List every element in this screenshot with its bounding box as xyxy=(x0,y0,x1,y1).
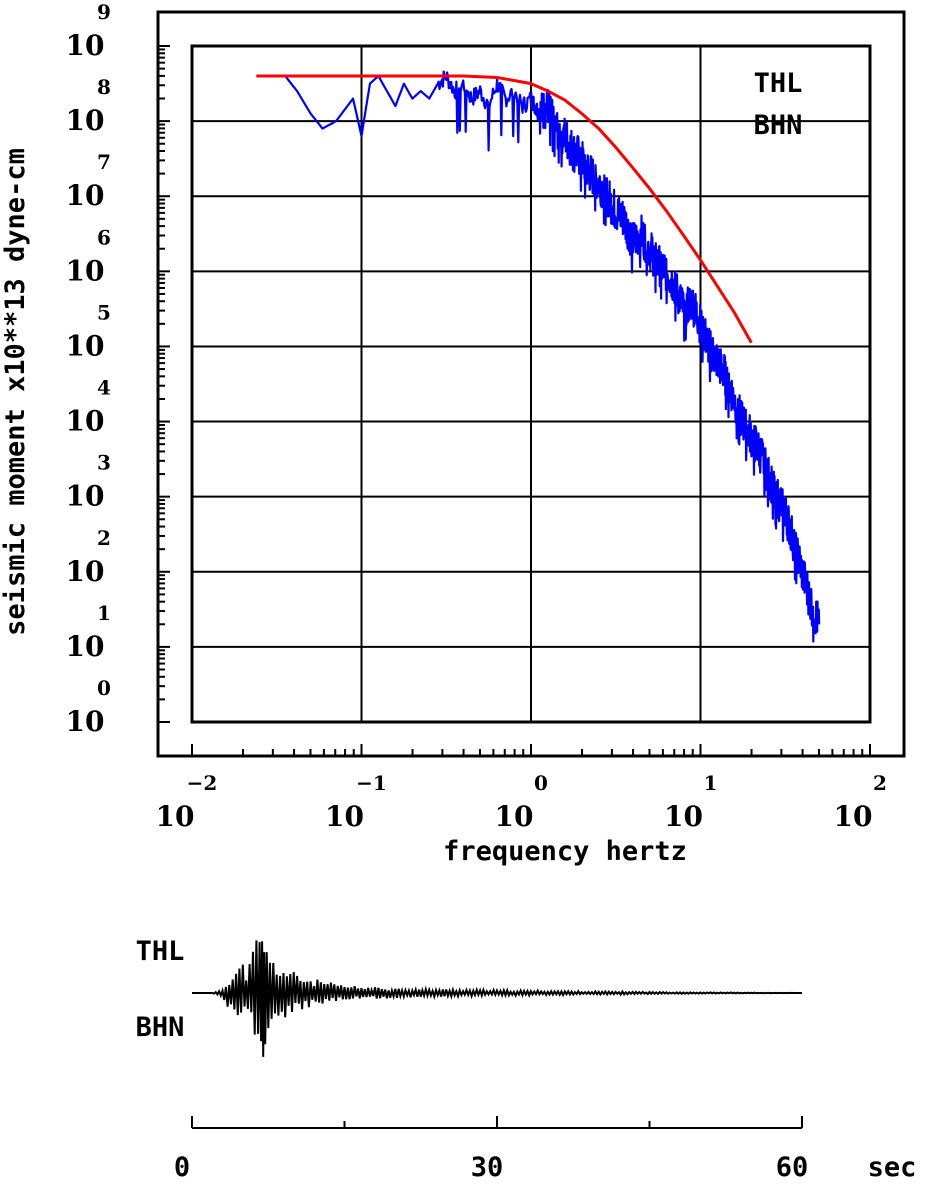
y-tick-exponent: 8 xyxy=(97,75,111,99)
x-tick-exponent: −2 xyxy=(187,771,218,795)
x-tick-base: 10 xyxy=(156,800,195,833)
x-tick-exponent: 1 xyxy=(704,771,718,795)
y-tick-exponent: 9 xyxy=(97,0,111,24)
time-axis-labels: 0 30 60 xyxy=(174,1152,808,1183)
y-tick-base: 10 xyxy=(66,29,105,62)
station-label: THL xyxy=(754,68,803,99)
x-tick-base: 10 xyxy=(495,800,534,833)
y-tick-base: 10 xyxy=(66,179,105,212)
y-tick-base: 10 xyxy=(66,405,105,438)
y-tick-base: 10 xyxy=(66,480,105,513)
y-tick-base: 10 xyxy=(66,630,105,663)
y-tick-exponent: 5 xyxy=(97,300,111,324)
seismogram-trace xyxy=(192,940,802,1057)
y-tick-base: 10 xyxy=(66,104,105,137)
seismogram-station-label: THL xyxy=(136,936,185,967)
y-tick-exponent: 2 xyxy=(97,526,111,550)
axis-ticks xyxy=(158,45,871,756)
y-tick-base: 10 xyxy=(66,705,105,738)
y-tick-base: 10 xyxy=(66,329,105,362)
time-tick-label: 60 xyxy=(776,1152,809,1183)
x-tick-exponent: −1 xyxy=(356,771,387,795)
y-tick-exponent: 1 xyxy=(97,601,111,625)
y-tick-base: 10 xyxy=(66,254,105,287)
model-fit-line xyxy=(256,74,753,344)
channel-label: BHN xyxy=(754,110,803,141)
x-tick-base: 10 xyxy=(834,800,873,833)
y-tick-exponent: 0 xyxy=(97,676,111,700)
grid-lines xyxy=(192,46,870,722)
y-tick-exponent: 7 xyxy=(97,150,111,174)
x-tick-exponent: 0 xyxy=(534,771,548,795)
x-tick-exponent: 2 xyxy=(873,771,887,795)
x-tick-base: 10 xyxy=(664,800,703,833)
time-tick-label: 0 xyxy=(174,1152,190,1183)
y-tick-labels: 10 0 10 1 10 2 10 3 10 4 10 5 10 6 10 7 10 8 10 9 xyxy=(66,0,112,738)
observed-spectrum-line xyxy=(256,70,821,643)
y-tick-exponent: 3 xyxy=(97,451,111,475)
seismogram-channel-label: BHN xyxy=(136,1012,185,1043)
y-tick-exponent: 6 xyxy=(97,225,111,249)
y-tick-exponent: 4 xyxy=(97,376,111,400)
time-axis-ticks xyxy=(191,1116,803,1128)
time-unit-label: sec xyxy=(868,1152,917,1183)
x-axis-label: frequency hertz xyxy=(443,836,687,867)
y-tick-base: 10 xyxy=(66,555,105,588)
time-tick-label: 30 xyxy=(471,1152,504,1183)
y-axis-label: seismic moment x10**13 dyne-cm xyxy=(0,148,31,636)
x-tick-base: 10 xyxy=(325,800,364,833)
